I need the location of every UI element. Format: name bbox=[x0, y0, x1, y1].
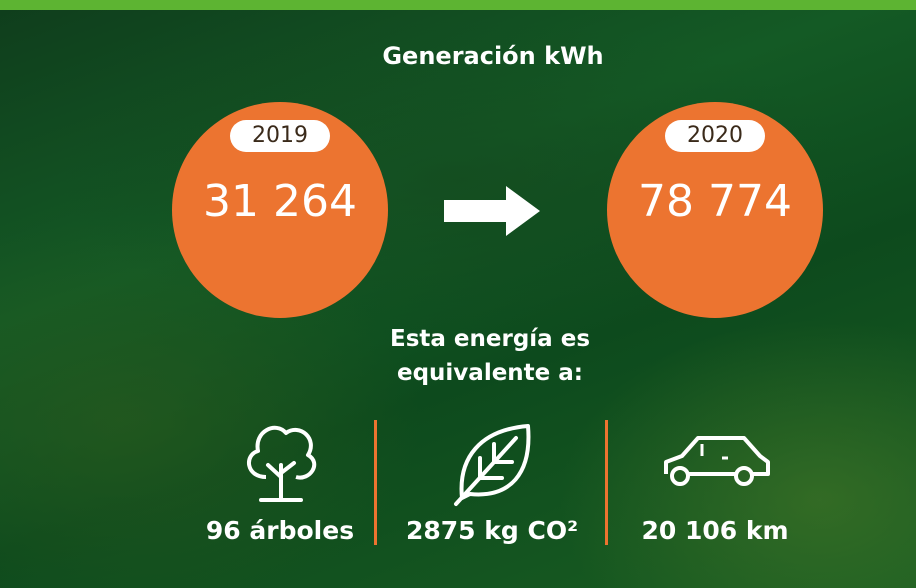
top-banner bbox=[0, 0, 916, 10]
separator bbox=[374, 420, 377, 545]
separator bbox=[605, 420, 608, 545]
infographic: Generación kWh 2019 31 264 2020 78 774 E… bbox=[0, 0, 916, 588]
equivalence-label: 2875 kg CO² bbox=[382, 516, 602, 545]
year-pill: 2019 bbox=[230, 120, 330, 152]
kwh-value: 78 774 bbox=[607, 172, 823, 232]
year-pill: 2020 bbox=[665, 120, 765, 152]
year-circle: 2020 78 774 bbox=[607, 102, 823, 318]
kwh-value: 31 264 bbox=[172, 172, 388, 232]
car-icon bbox=[656, 428, 776, 498]
equivalence-label: 96 árboles bbox=[190, 516, 370, 545]
leaf-icon bbox=[450, 418, 540, 508]
title: Generación kWh bbox=[0, 42, 916, 70]
equivalence-label: 20 106 km bbox=[620, 516, 810, 545]
year-circle: 2019 31 264 bbox=[172, 102, 388, 318]
equivalence-heading: Esta energía es bbox=[390, 326, 590, 352]
tree-icon bbox=[236, 415, 326, 505]
equivalence-heading: equivalente a: bbox=[390, 360, 590, 386]
arrow bbox=[444, 186, 544, 236]
